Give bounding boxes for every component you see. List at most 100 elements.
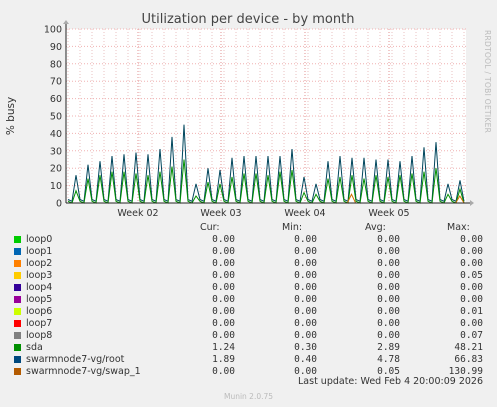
y-axis-arrow <box>63 20 69 24</box>
y-tick-label: 60 <box>50 94 62 105</box>
legend-value-max: 0.01 <box>460 306 483 317</box>
legend-value-max: 0.00 <box>460 258 483 269</box>
legend-value-avg: 0.00 <box>377 234 400 245</box>
legend-row: sda 1.24 0.30 2.89 48.21 <box>0 342 497 354</box>
series-line <box>67 124 465 203</box>
legend-value-cur: 0.00 <box>212 258 235 269</box>
legend-value-min: 0.00 <box>294 258 317 269</box>
legend-value-max: 0.00 <box>460 282 483 293</box>
legend-name: loop0 <box>26 234 53 245</box>
legend-value-max: 0.07 <box>460 330 483 341</box>
legend-value-max: 0.00 <box>460 246 483 257</box>
legend-value-cur: 1.89 <box>212 354 235 365</box>
header-max: Max: <box>447 222 470 233</box>
legend-value-min: 0.00 <box>294 366 317 377</box>
legend-swatch <box>14 320 21 327</box>
legend-name: sda <box>26 342 43 353</box>
x-tick-labels: Week 02 Week 03 Week 04 Week 05 <box>117 208 409 219</box>
rrdtool-credit: RRDTOOL / TOBI OETIKER <box>483 30 492 133</box>
legend-value-cur: 1.24 <box>212 342 235 353</box>
legend-name: loop1 <box>26 246 53 257</box>
legend-swatch <box>14 308 21 315</box>
legend-value-min: 0.00 <box>294 330 317 341</box>
x-tick-label: Week 04 <box>284 208 325 219</box>
legend-swatch <box>14 296 21 303</box>
legend-swatch <box>14 356 21 363</box>
legend-value-max: 0.00 <box>460 234 483 245</box>
legend-name: loop4 <box>26 282 53 293</box>
legend-swatch <box>14 272 21 279</box>
legend-header: Cur: Min: Avg: Max: <box>0 222 497 234</box>
legend-value-cur: 0.00 <box>212 294 235 305</box>
legend-value-cur: 0.00 <box>212 318 235 329</box>
legend-row: loop3 0.00 0.00 0.00 0.05 <box>0 270 497 282</box>
legend-row: swarmnode7-vg/root 1.89 0.40 4.78 66.83 <box>0 354 497 366</box>
y-tick-labels: 0 10 20 30 40 50 60 70 80 90 100 <box>44 25 62 210</box>
legend-value-min: 0.00 <box>294 294 317 305</box>
legend-value-cur: 0.00 <box>212 282 235 293</box>
legend-value-cur: 0.00 <box>212 234 235 245</box>
legend-row: loop1 0.00 0.00 0.00 0.00 <box>0 246 497 258</box>
legend-value-max: 0.00 <box>460 294 483 305</box>
legend-value-min: 0.00 <box>294 318 317 329</box>
series-line <box>67 159 465 204</box>
legend-value-avg: 0.00 <box>377 258 400 269</box>
header-cur: Cur: <box>200 222 220 233</box>
header-avg: Avg: <box>365 222 386 233</box>
legend-swatch <box>14 248 21 255</box>
legend-row: loop2 0.00 0.00 0.00 0.00 <box>0 258 497 270</box>
legend-value-min: 0.40 <box>294 354 317 365</box>
legend-name: loop5 <box>26 294 53 305</box>
legend-swatch <box>14 344 21 351</box>
legend-value-min: 0.00 <box>294 234 317 245</box>
legend-value-max: 48.21 <box>454 342 483 353</box>
y-tick-label: 10 <box>50 181 62 192</box>
legend-value-min: 0.30 <box>294 342 317 353</box>
legend-name: loop3 <box>26 270 53 281</box>
chart-title: Utilization per device - by month <box>142 12 355 27</box>
legend-value-avg: 4.78 <box>377 354 400 365</box>
legend-row: loop5 0.00 0.00 0.00 0.00 <box>0 294 497 306</box>
legend-name: swarmnode7-vg/swap_1 <box>26 366 141 377</box>
legend-name: swarmnode7-vg/root <box>26 354 125 365</box>
legend-value-avg: 0.00 <box>377 330 400 341</box>
last-update: Last update: Wed Feb 4 20:00:09 2026 <box>298 376 483 387</box>
y-tick-label: 50 <box>50 112 62 123</box>
legend-swatch <box>14 284 21 291</box>
legend-row: loop7 0.00 0.00 0.00 0.00 <box>0 318 497 330</box>
legend-row: loop8 0.00 0.00 0.00 0.07 <box>0 330 497 342</box>
y-tick-label: 20 <box>50 164 62 175</box>
legend-value-avg: 0.00 <box>377 246 400 257</box>
legend-swatch <box>14 368 21 375</box>
legend-value-avg: 0.00 <box>377 318 400 329</box>
legend-value-cur: 0.00 <box>212 330 235 341</box>
legend-value-cur: 0.00 <box>212 366 235 377</box>
legend-value-avg: 0.00 <box>377 294 400 305</box>
x-tick-label: Week 02 <box>117 208 158 219</box>
y-tick-label: 80 <box>50 59 62 70</box>
legend-value-avg: 2.89 <box>377 342 400 353</box>
legend-row: loop4 0.00 0.00 0.00 0.00 <box>0 282 497 294</box>
legend-value-avg: 0.00 <box>377 306 400 317</box>
y-tick-label: 40 <box>50 129 62 140</box>
y-tick-label: 100 <box>44 25 62 36</box>
legend-value-avg: 0.00 <box>377 270 400 281</box>
y-tick-label: 70 <box>50 77 62 88</box>
legend-value-cur: 0.00 <box>212 270 235 281</box>
legend-swatch <box>14 260 21 267</box>
legend-name: loop6 <box>26 306 53 317</box>
legend-value-min: 0.00 <box>294 282 317 293</box>
axes <box>63 20 474 206</box>
legend-value-min: 0.00 <box>294 246 317 257</box>
legend-name: loop2 <box>26 258 53 269</box>
legend-value-max: 130.99 <box>448 366 483 377</box>
munin-version: Munin 2.0.75 <box>223 392 274 401</box>
legend-value-avg: 0.00 <box>377 282 400 293</box>
legend-row: loop0 0.00 0.00 0.00 0.00 <box>0 234 497 246</box>
legend-value-max: 0.05 <box>460 270 483 281</box>
legend-row: swarmnode7-vg/swap_1 0.00 0.00 0.05 130.99 <box>0 366 497 378</box>
legend-value-cur: 0.00 <box>212 246 235 257</box>
y-tick-label: 0 <box>56 199 62 210</box>
legend-swatch <box>14 236 21 243</box>
y-tick-label: 90 <box>50 42 62 53</box>
